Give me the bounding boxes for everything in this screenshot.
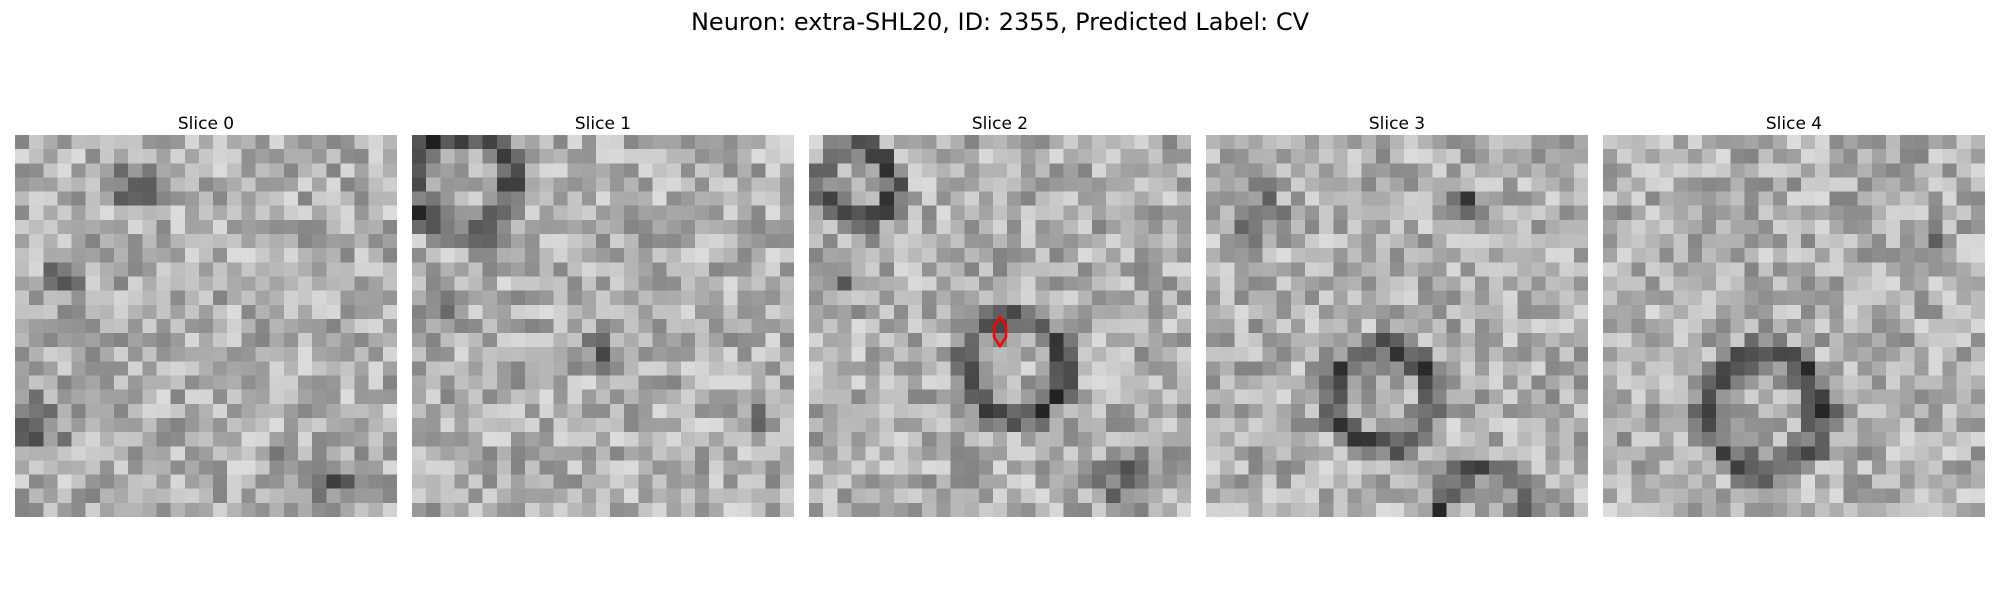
red-contour-marker xyxy=(992,314,1008,349)
slice-panel-3: Slice 3 xyxy=(1206,113,1588,517)
slice-title: Slice 0 xyxy=(177,114,235,134)
slice-panel-2: Slice 2 xyxy=(809,113,1191,517)
slice-panel-1: Slice 1 xyxy=(412,113,794,517)
slice-title: Slice 1 xyxy=(574,114,632,134)
slice-panel-0: Slice 0 xyxy=(15,113,397,517)
slice-title: Slice 3 xyxy=(1368,114,1426,134)
slice-image xyxy=(15,135,397,517)
slice-image xyxy=(809,135,1191,517)
slice-panel-4: Slice 4 xyxy=(1603,113,1985,517)
slice-title: Slice 4 xyxy=(1765,114,1823,134)
figure-title: Neuron: extra-SHL20, ID: 2355, Predicted… xyxy=(690,8,1310,36)
slice-image xyxy=(1603,135,1985,517)
slice-image xyxy=(1206,135,1588,517)
slice-title: Slice 2 xyxy=(971,114,1029,134)
slice-image xyxy=(412,135,794,517)
marker-overlay xyxy=(992,314,1008,349)
